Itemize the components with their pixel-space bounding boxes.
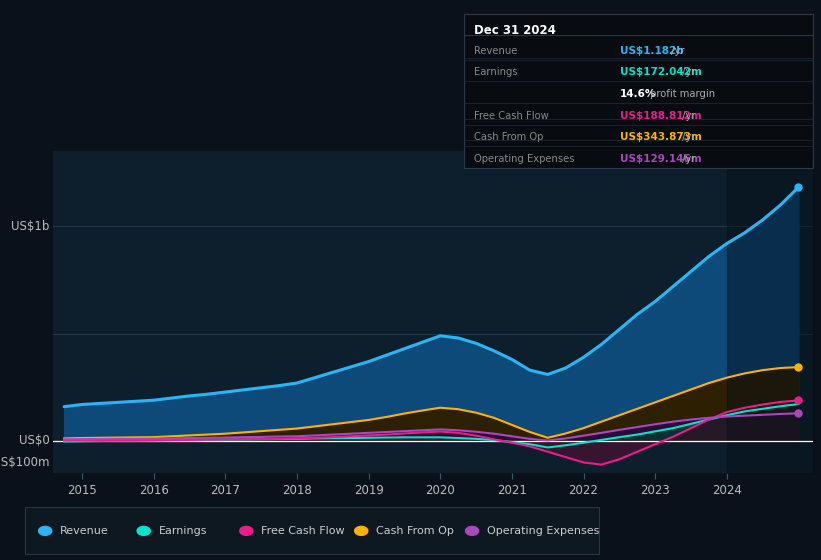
Text: Operating Expenses: Operating Expenses [474,154,574,164]
Text: Dec 31 2024: Dec 31 2024 [474,24,556,37]
Text: -US$100m: -US$100m [0,456,49,469]
Text: Earnings: Earnings [158,526,207,536]
Text: Cash From Op: Cash From Op [474,132,544,142]
Text: profit margin: profit margin [647,89,714,99]
Text: US$188.812m: US$188.812m [620,110,701,120]
Text: /yr: /yr [678,132,695,142]
Text: US$1.182b: US$1.182b [620,45,684,55]
Text: Free Cash Flow: Free Cash Flow [474,110,548,120]
Text: Operating Expenses: Operating Expenses [487,526,599,536]
Text: /yr: /yr [678,67,695,77]
Text: US$0: US$0 [19,435,49,447]
Text: US$1b: US$1b [11,220,49,233]
Text: /yr: /yr [668,45,685,55]
Text: Revenue: Revenue [474,45,517,55]
Text: Revenue: Revenue [60,526,108,536]
Text: /yr: /yr [678,110,695,120]
Text: Cash From Op: Cash From Op [376,526,454,536]
Text: US$129.146m: US$129.146m [620,154,701,164]
Text: /yr: /yr [678,154,695,164]
Text: 14.6%: 14.6% [620,89,656,99]
Text: Earnings: Earnings [474,67,517,77]
Text: Free Cash Flow: Free Cash Flow [261,526,345,536]
Text: US$172.042m: US$172.042m [620,67,702,77]
Text: US$343.873m: US$343.873m [620,132,702,142]
